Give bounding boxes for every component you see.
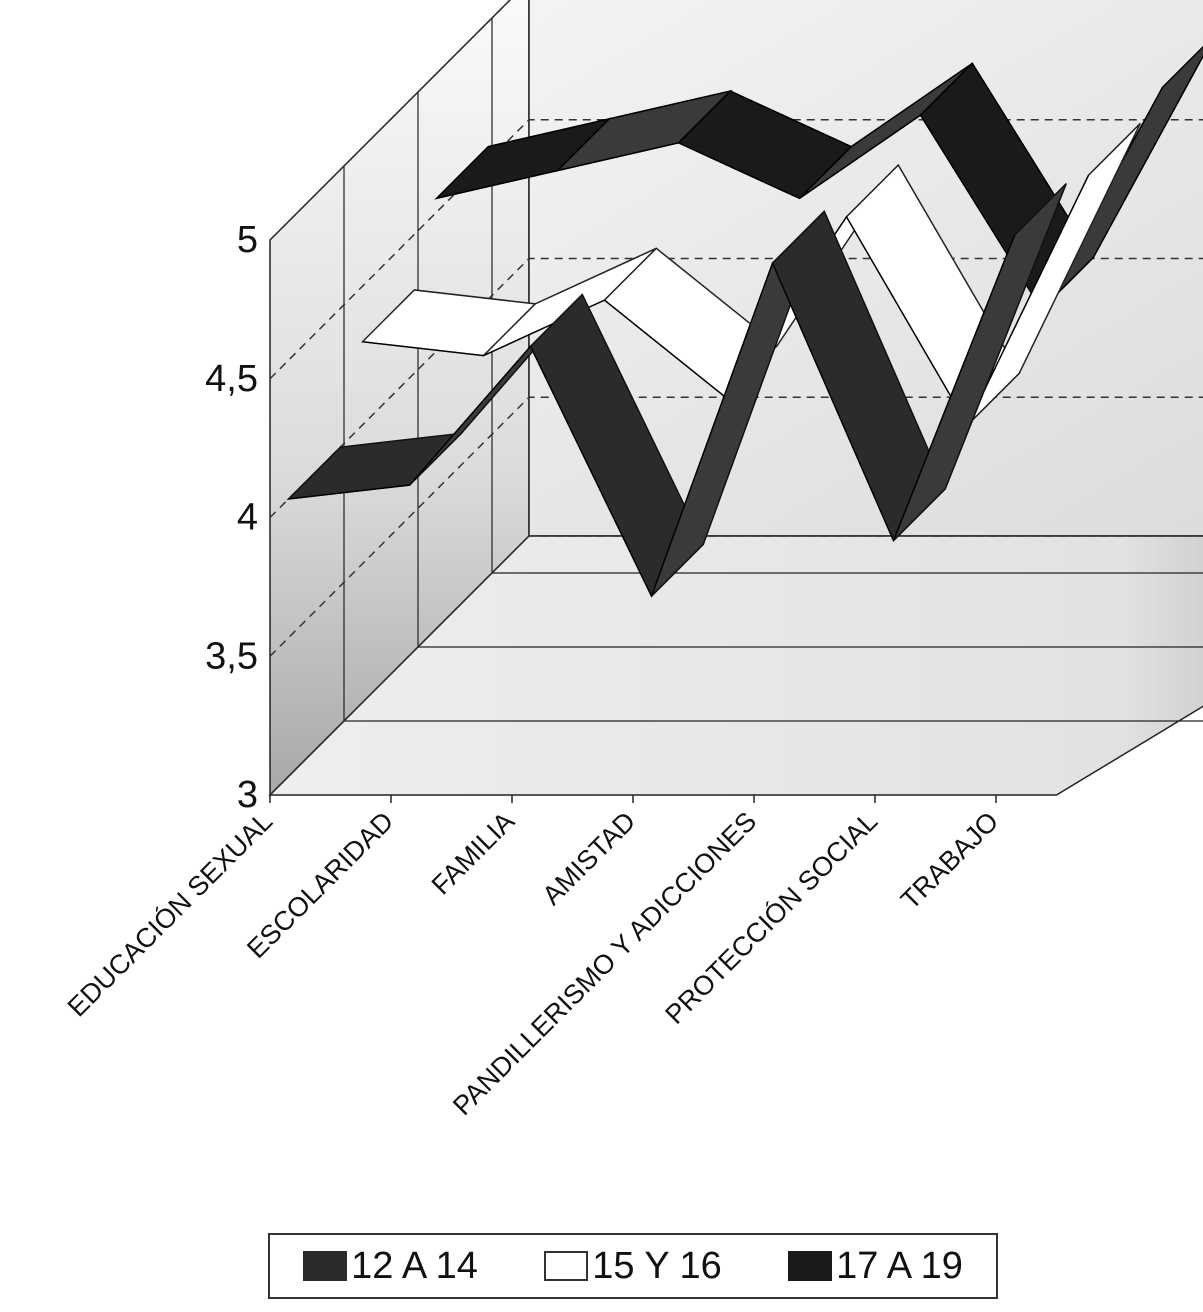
gridline	[269, 535, 1203, 796]
y-tick-label: 4	[237, 497, 258, 539]
x-category-label: FAMILIA	[426, 806, 520, 900]
y-tick-label: 3,5	[205, 635, 258, 677]
legend-item-series-3: 17 A 19	[788, 1245, 963, 1288]
y-tick-label: 4,5	[205, 358, 258, 400]
chart-walls	[268, 0, 1203, 797]
legend-label-series-2: 15 Y 16	[592, 1244, 722, 1287]
series-line-1	[288, 235, 1016, 598]
x-category-label: PROTECCIÓN SOCIAL	[659, 805, 884, 1030]
legend: 12 A 14 15 Y 16 17 A 19	[268, 1233, 998, 1299]
gridline	[269, 257, 1203, 519]
legend-item-series-2: 15 Y 16	[544, 1245, 722, 1288]
gridline	[269, 119, 1203, 380]
legend-item-series-1: 12 A 14	[303, 1245, 478, 1288]
x-category-label: TRABAJO	[895, 806, 1004, 915]
x-category-label: EDUCACIÓN SEXUAL	[61, 805, 278, 1022]
legend-swatch-series-3	[788, 1251, 833, 1281]
gridlines	[269, 0, 1203, 796]
legend-label-series-1: 12 A 14	[351, 1244, 478, 1287]
legend-swatch-series-2	[544, 1251, 589, 1281]
y-tick-label: 5	[237, 219, 258, 261]
x-category-label: AMISTAD	[537, 806, 642, 911]
series-ribbons	[286, 45, 1203, 598]
y-axis-ticks: 3 3,5 4 4,5 5	[205, 219, 258, 816]
y-tick-label: 3	[237, 774, 258, 816]
legend-label-series-3: 17 A 19	[836, 1244, 963, 1287]
gridline	[269, 396, 1203, 657]
legend-swatch-series-1	[303, 1251, 348, 1281]
